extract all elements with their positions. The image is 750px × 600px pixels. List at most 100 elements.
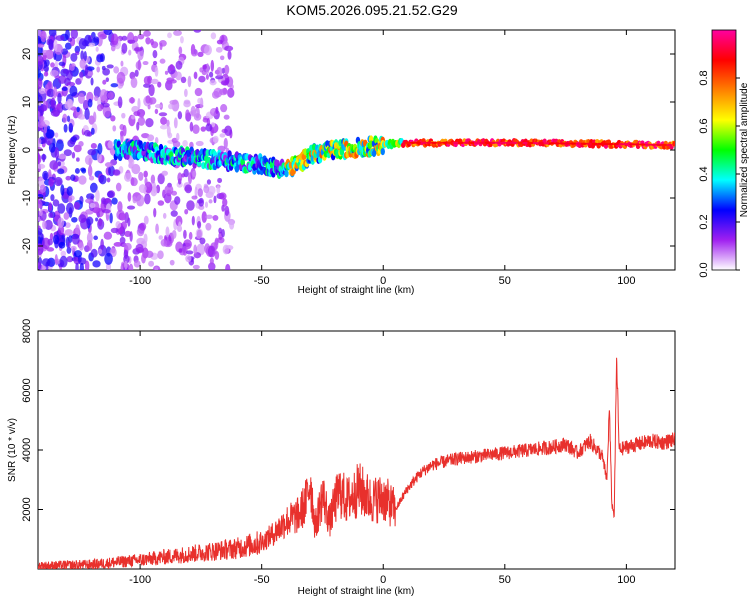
spectrogram-pixel: [153, 207, 157, 218]
spectrogram-pixel: [42, 170, 49, 181]
spectrogram-pixel: [57, 153, 67, 160]
spectrogram-pixel: [66, 115, 71, 122]
spectrogram-pixel: [612, 142, 620, 146]
spectrogram-pixel: [78, 175, 87, 185]
spectrogram-pixel: [175, 132, 180, 142]
spectrogram-pixel: [190, 105, 196, 116]
spectrogram-pixel: [227, 87, 235, 98]
spectrogram-pixel: [48, 38, 54, 50]
spectrogram-pixel: [221, 229, 225, 238]
spectrogram-pixel: [66, 247, 72, 254]
spectrogram-pixel: [48, 142, 56, 153]
spectrogram-pixel: [204, 201, 209, 208]
spectrogram-pixel: [90, 127, 95, 135]
colorbar-tick-label: 0.6: [698, 118, 710, 133]
spectrogram-pixel: [57, 217, 65, 228]
spectrogram-pixel: [197, 97, 202, 104]
spectrogram-pixel: [84, 64, 89, 76]
spectrogram-pixel: [135, 60, 142, 70]
spectrogram-pixel: [77, 93, 85, 105]
spectrogram-pixel: [63, 149, 72, 157]
spectrogram-pixel: [66, 186, 73, 196]
spectrogram-pixel: [82, 99, 89, 111]
spectrogram-pixel: [133, 260, 141, 268]
spectrogram-pixel: [132, 196, 137, 204]
colorbar-tick-label: 0.0: [698, 262, 710, 277]
spectrogram-pixel: [93, 235, 98, 241]
spectrogram-xtick-label: 100: [617, 275, 635, 287]
spectrogram-pixel: [100, 238, 104, 251]
spectrogram-pixel: [166, 119, 170, 127]
spectrogram-pixel: [187, 75, 192, 88]
spectrogram-pixel: [83, 129, 91, 137]
spectrogram-pixel: [53, 39, 58, 52]
spectrogram-pixel: [124, 242, 132, 251]
spectrogram-pixel: [54, 254, 58, 266]
spectrogram-pixel: [151, 41, 159, 49]
spectrogram-pixel: [489, 141, 497, 144]
spectrogram-pixel: [112, 169, 121, 176]
spectrogram-pixel: [192, 264, 200, 270]
spectrogram-pixel: [86, 209, 92, 215]
spectrogram-pixel: [39, 184, 47, 194]
spectrogram-pixel: [473, 141, 481, 144]
spectrogram-pixel: [106, 64, 114, 69]
spectrogram-pixel: [154, 103, 163, 109]
spectrogram-pixel: [121, 112, 126, 119]
spectrogram-pixel: [284, 170, 289, 178]
spectrogram-pixel: [186, 250, 194, 255]
spectrogram-pixel: [130, 77, 138, 89]
spectrogram-pixel: [92, 111, 97, 123]
spectrogram-pixel: [495, 141, 502, 144]
spectrogram-pixel: [98, 217, 103, 227]
spectrogram-pixel: [48, 202, 53, 212]
spectrogram-pixel: [90, 77, 94, 86]
spectrogram-pixel: [195, 140, 204, 147]
spectrogram-pixel: [157, 200, 165, 206]
spectrogram-pixel: [189, 121, 194, 132]
spectrogram-pixel: [168, 103, 174, 110]
spectrogram-pixel: [57, 168, 65, 175]
spectrogram-pixel: [75, 224, 80, 237]
spectrogram-pixel: [70, 245, 77, 251]
spectrogram-image: [38, 30, 675, 270]
spectrogram-pixel: [217, 177, 223, 184]
spectrogram-pixel: [222, 244, 230, 255]
spectrogram-pixel: [205, 73, 209, 80]
spectrogram-pixel: [38, 94, 43, 103]
spectrogram-pixel: [196, 229, 202, 239]
spectrogram-pixel: [197, 51, 204, 58]
spectrogram-pixel: [58, 241, 66, 249]
spectrogram-pixel: [110, 115, 116, 122]
spectrogram-pixel: [198, 75, 206, 83]
spectrogram-pixel: [49, 160, 59, 170]
spectrogram-pixel: [100, 197, 107, 204]
spectrogram-pixel: [38, 261, 42, 270]
snr-axes: -100 -50 0 50 100 2000 4000 6000 8000: [21, 319, 675, 586]
spectrogram-pixel: [57, 225, 65, 236]
spectrogram-pixel: [167, 132, 173, 139]
spectrogram-pixel: [193, 71, 198, 80]
spectrogram-pixel: [87, 71, 94, 77]
spectrogram-pixel: [148, 260, 155, 267]
spectrogram-pixel: [339, 148, 345, 156]
spectrogram-pixel: [137, 116, 146, 126]
colorbar: 0.0 0.2 0.4 0.6 0.8 Normalized spectral ampl…: [698, 29, 750, 278]
spectrogram-pixel: [66, 255, 74, 263]
spectrogram-pixel: [93, 86, 101, 98]
spectrogram-pixel: [185, 109, 190, 120]
spectrogram-pixel: [147, 134, 155, 142]
spectrogram-pixel: [158, 235, 163, 240]
spectrogram-pixel: [143, 83, 151, 88]
spectrogram-pixel: [144, 193, 151, 205]
spectrogram-pixel: [142, 61, 149, 66]
spectrogram-pixel: [90, 143, 97, 149]
spectrogram-pixel: [71, 216, 78, 223]
spectrogram-pixel: [205, 222, 212, 231]
spectrogram-pixel: [202, 64, 208, 70]
spectrogram-ytick-label: -20: [21, 238, 33, 254]
spectrogram-pixel: [177, 172, 183, 183]
spectrogram-pixel: [38, 115, 45, 122]
spectrogram-pixel: [133, 47, 143, 52]
spectrogram-pixel: [207, 245, 216, 258]
